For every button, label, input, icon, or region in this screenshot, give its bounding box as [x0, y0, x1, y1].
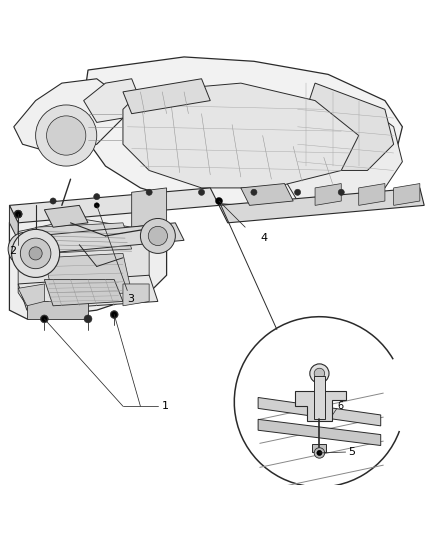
Circle shape: [215, 198, 223, 205]
Polygon shape: [18, 275, 158, 310]
Circle shape: [84, 315, 92, 323]
Polygon shape: [44, 205, 88, 227]
Circle shape: [317, 451, 321, 455]
Polygon shape: [258, 398, 381, 426]
Text: 3: 3: [127, 294, 134, 304]
Polygon shape: [35, 223, 184, 253]
Polygon shape: [18, 284, 44, 306]
Circle shape: [50, 198, 56, 204]
Polygon shape: [10, 205, 18, 240]
Polygon shape: [123, 284, 149, 306]
Circle shape: [15, 239, 34, 259]
Circle shape: [94, 203, 99, 208]
FancyBboxPatch shape: [314, 376, 325, 419]
Circle shape: [317, 450, 322, 456]
Circle shape: [14, 210, 22, 218]
Circle shape: [29, 247, 42, 260]
Circle shape: [146, 189, 152, 195]
Polygon shape: [84, 57, 403, 205]
Polygon shape: [84, 79, 141, 123]
Text: 6: 6: [337, 401, 343, 411]
Polygon shape: [394, 183, 420, 205]
Circle shape: [310, 364, 329, 383]
Circle shape: [314, 448, 325, 458]
Circle shape: [198, 189, 205, 195]
Circle shape: [338, 189, 344, 195]
Polygon shape: [27, 302, 88, 319]
Circle shape: [12, 229, 60, 277]
Polygon shape: [241, 183, 293, 205]
Polygon shape: [132, 188, 166, 227]
Polygon shape: [219, 188, 424, 223]
Polygon shape: [35, 223, 132, 253]
Polygon shape: [295, 391, 346, 422]
Polygon shape: [285, 101, 403, 201]
Polygon shape: [18, 219, 149, 306]
Polygon shape: [258, 419, 381, 446]
Polygon shape: [297, 83, 394, 171]
Text: 2: 2: [10, 246, 17, 256]
Polygon shape: [123, 83, 359, 188]
Circle shape: [35, 105, 97, 166]
Polygon shape: [359, 183, 385, 205]
Circle shape: [110, 311, 118, 318]
Circle shape: [8, 232, 41, 265]
Circle shape: [94, 193, 100, 200]
Polygon shape: [44, 253, 132, 297]
Circle shape: [251, 189, 257, 195]
Polygon shape: [44, 280, 123, 306]
Polygon shape: [123, 79, 210, 114]
Polygon shape: [315, 183, 341, 205]
Circle shape: [15, 212, 21, 217]
Circle shape: [294, 189, 300, 195]
Circle shape: [14, 210, 22, 218]
Circle shape: [42, 316, 47, 321]
Text: 1: 1: [162, 401, 169, 411]
Text: 4: 4: [261, 233, 268, 243]
Polygon shape: [14, 79, 123, 153]
Circle shape: [20, 238, 51, 269]
FancyBboxPatch shape: [312, 444, 326, 452]
Circle shape: [141, 219, 175, 253]
Text: 5: 5: [348, 447, 355, 457]
Circle shape: [112, 312, 117, 317]
Polygon shape: [10, 188, 219, 223]
Circle shape: [148, 227, 167, 246]
Circle shape: [40, 315, 48, 323]
Circle shape: [46, 116, 86, 155]
Polygon shape: [10, 201, 166, 319]
Circle shape: [314, 368, 325, 379]
